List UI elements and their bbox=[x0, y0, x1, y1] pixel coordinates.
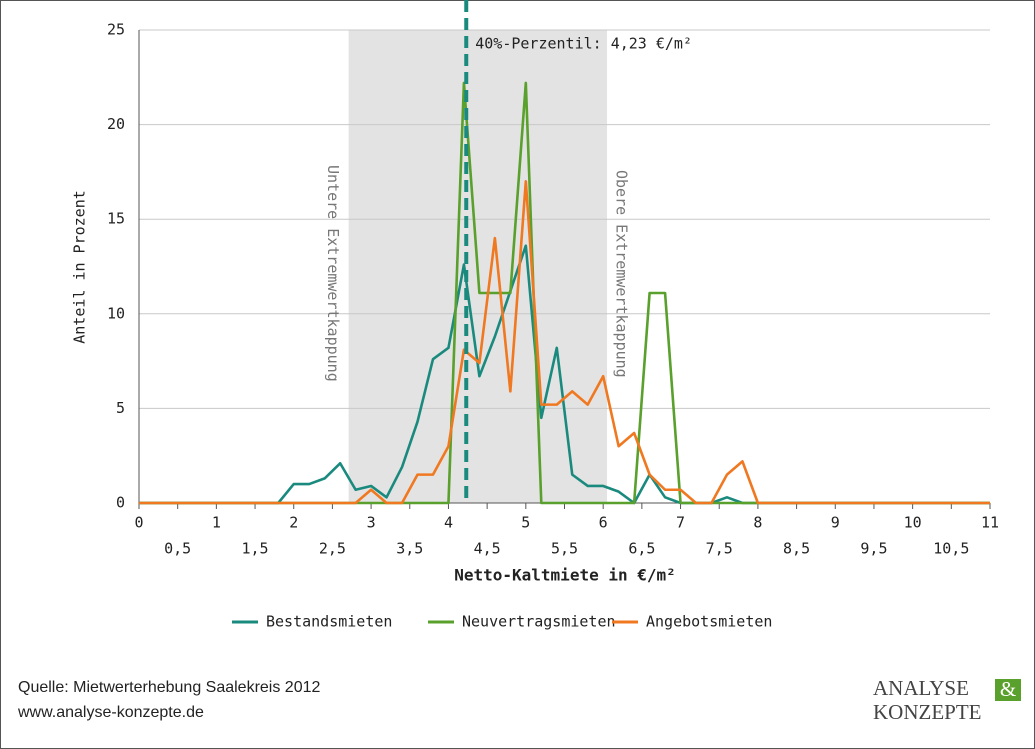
x-minor-tick-label: 8,5 bbox=[783, 540, 810, 558]
y-tick-label: 20 bbox=[107, 115, 125, 133]
x-tick-label: 5 bbox=[521, 514, 530, 532]
x-minor-tick-label: 4,5 bbox=[474, 540, 501, 558]
x-minor-tick-label: 3,5 bbox=[396, 540, 423, 558]
legend-label: Angebotsmieten bbox=[646, 613, 772, 631]
x-minor-tick-label: 7,5 bbox=[706, 540, 733, 558]
x-minor-tick-label: 5,5 bbox=[551, 540, 578, 558]
x-tick-label: 7 bbox=[676, 514, 685, 532]
plot: 0 5 10 15 20 25 0 1 2 3 4 5 6 7 8 9 10 11 0,5 1,5 2,5 3,5 4,5 5… bbox=[107, 0, 999, 631]
x-minor-tick-label: 9,5 bbox=[860, 540, 887, 558]
x-tick-label: 10 bbox=[904, 514, 922, 532]
x-tick-label: 11 bbox=[981, 514, 999, 532]
legend-label: Neuvertragsmieten bbox=[462, 613, 616, 631]
y-axis-label: Anteil in Prozent bbox=[71, 190, 89, 344]
x-tick-label: 6 bbox=[599, 514, 608, 532]
logo-text: ANALYSE bbox=[873, 676, 969, 700]
source: Quelle: Mietwerterhebung Saalekreis 2012 bbox=[18, 679, 321, 696]
y-tick-label: 15 bbox=[107, 210, 125, 228]
y-tick-label: 25 bbox=[107, 21, 125, 39]
y-tick-label: 5 bbox=[116, 399, 125, 417]
range-label: Untere Extremwertkappung bbox=[324, 165, 342, 382]
range-label: Obere Extremwertkappung bbox=[613, 170, 631, 378]
logo-ampersand: & bbox=[1000, 677, 1016, 701]
x-tick-label: 3 bbox=[367, 514, 376, 532]
x-tick-label: 9 bbox=[831, 514, 840, 532]
x-minor-tick-label: 6,5 bbox=[628, 540, 655, 558]
y-tick-label: 0 bbox=[116, 494, 125, 512]
x-minor-tick-label: 2,5 bbox=[319, 540, 346, 558]
url: www.analyse-konzepte.de bbox=[17, 704, 204, 721]
x-tick-label: 8 bbox=[753, 514, 762, 532]
x-tick-label: 1 bbox=[212, 514, 221, 532]
logo-box bbox=[995, 679, 1021, 701]
x-minor-tick-label: 0,5 bbox=[164, 540, 191, 558]
x-tick-label: 2 bbox=[289, 514, 298, 532]
x-tick-label: 0 bbox=[134, 514, 143, 532]
x-axis-label: Netto-Kaltmiete in €/m² bbox=[454, 566, 676, 585]
legend-label: Bestandsmieten bbox=[266, 613, 392, 631]
reference-label: 40%-Perzentil: 4,23 €/m² bbox=[475, 35, 692, 53]
x-tick-label: 4 bbox=[444, 514, 453, 532]
series-line bbox=[139, 180, 990, 505]
x-minor-tick-label: 1,5 bbox=[241, 540, 268, 558]
y-tick-label: 10 bbox=[107, 304, 125, 322]
logo-text: KONZEPTE bbox=[873, 700, 982, 724]
x-minor-tick-label: 10,5 bbox=[933, 540, 969, 558]
